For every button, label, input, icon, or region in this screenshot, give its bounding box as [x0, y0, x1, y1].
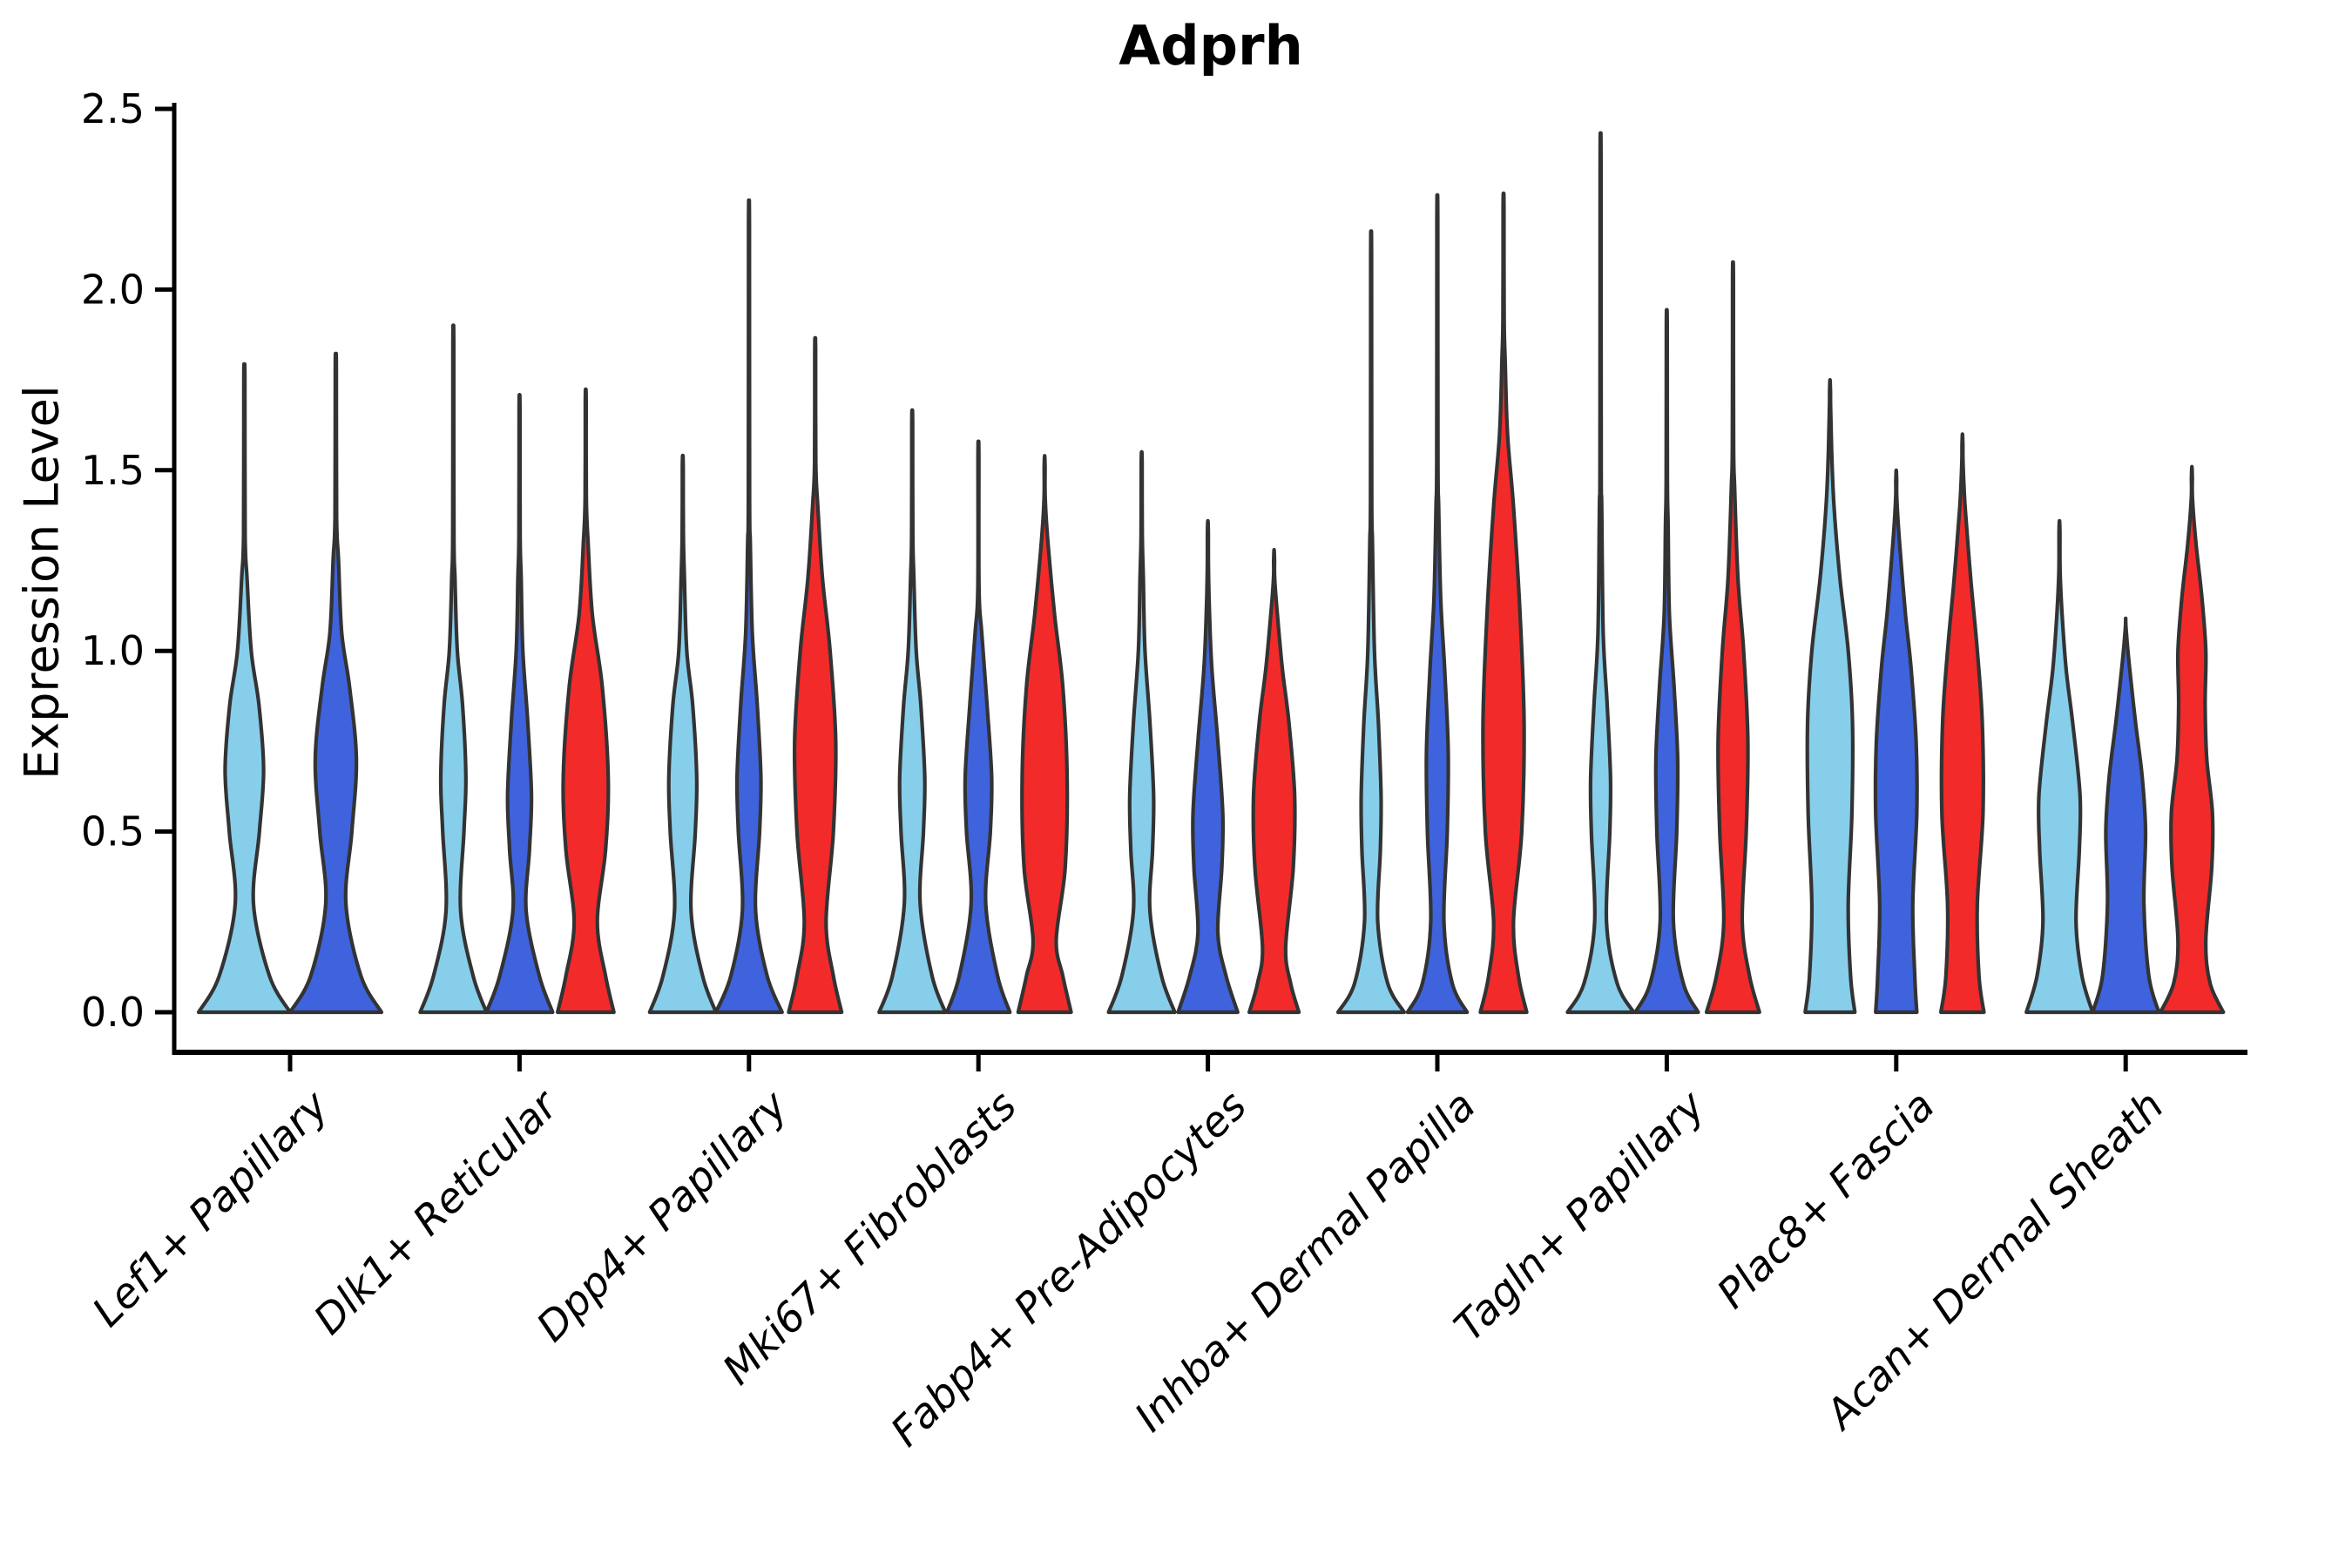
y-tick-label: 2.5: [81, 85, 145, 132]
violin-dark_blue: [1633, 308, 1700, 1015]
violin-dark_blue: [484, 393, 555, 1015]
violin-red: [787, 335, 844, 1015]
y-axis-label: Expression Level: [14, 385, 70, 780]
violin-red: [1247, 548, 1301, 1015]
violin-light_blue: [1803, 378, 1857, 1015]
y-tick-label: 0.0: [81, 989, 145, 1036]
violin-dark_blue: [2091, 616, 2161, 1015]
violin-light_blue: [2024, 518, 2095, 1015]
violin-dark_blue: [287, 351, 384, 1015]
y-tick-label: 1.5: [81, 447, 145, 494]
violin-light_blue: [418, 323, 489, 1015]
violin-red: [556, 387, 616, 1015]
violin-light_blue: [1335, 229, 1407, 1015]
violin-light_blue: [1565, 131, 1636, 1015]
violin-light_blue: [1106, 449, 1177, 1015]
y-tick-label: 2.0: [81, 266, 145, 313]
violin-dark_blue: [1873, 468, 1919, 1015]
y-tick-label: 0.5: [81, 808, 145, 855]
violin-dark_blue: [1405, 193, 1470, 1015]
y-tick-label: 1.0: [81, 627, 145, 674]
violin-red: [1478, 191, 1529, 1015]
violin-light_blue: [877, 408, 948, 1015]
violin-red: [1939, 432, 1986, 1015]
violin-dark_blue: [713, 198, 784, 1015]
violin-red: [1016, 454, 1073, 1015]
violin-dark_blue: [1176, 518, 1240, 1015]
violin-light_blue: [647, 453, 718, 1015]
violin-light_blue: [196, 362, 293, 1015]
violin-dark_blue: [945, 439, 1012, 1015]
violin-red: [1704, 260, 1761, 1015]
chart-title: Adprh: [1119, 14, 1303, 78]
violin-red: [2159, 464, 2226, 1015]
